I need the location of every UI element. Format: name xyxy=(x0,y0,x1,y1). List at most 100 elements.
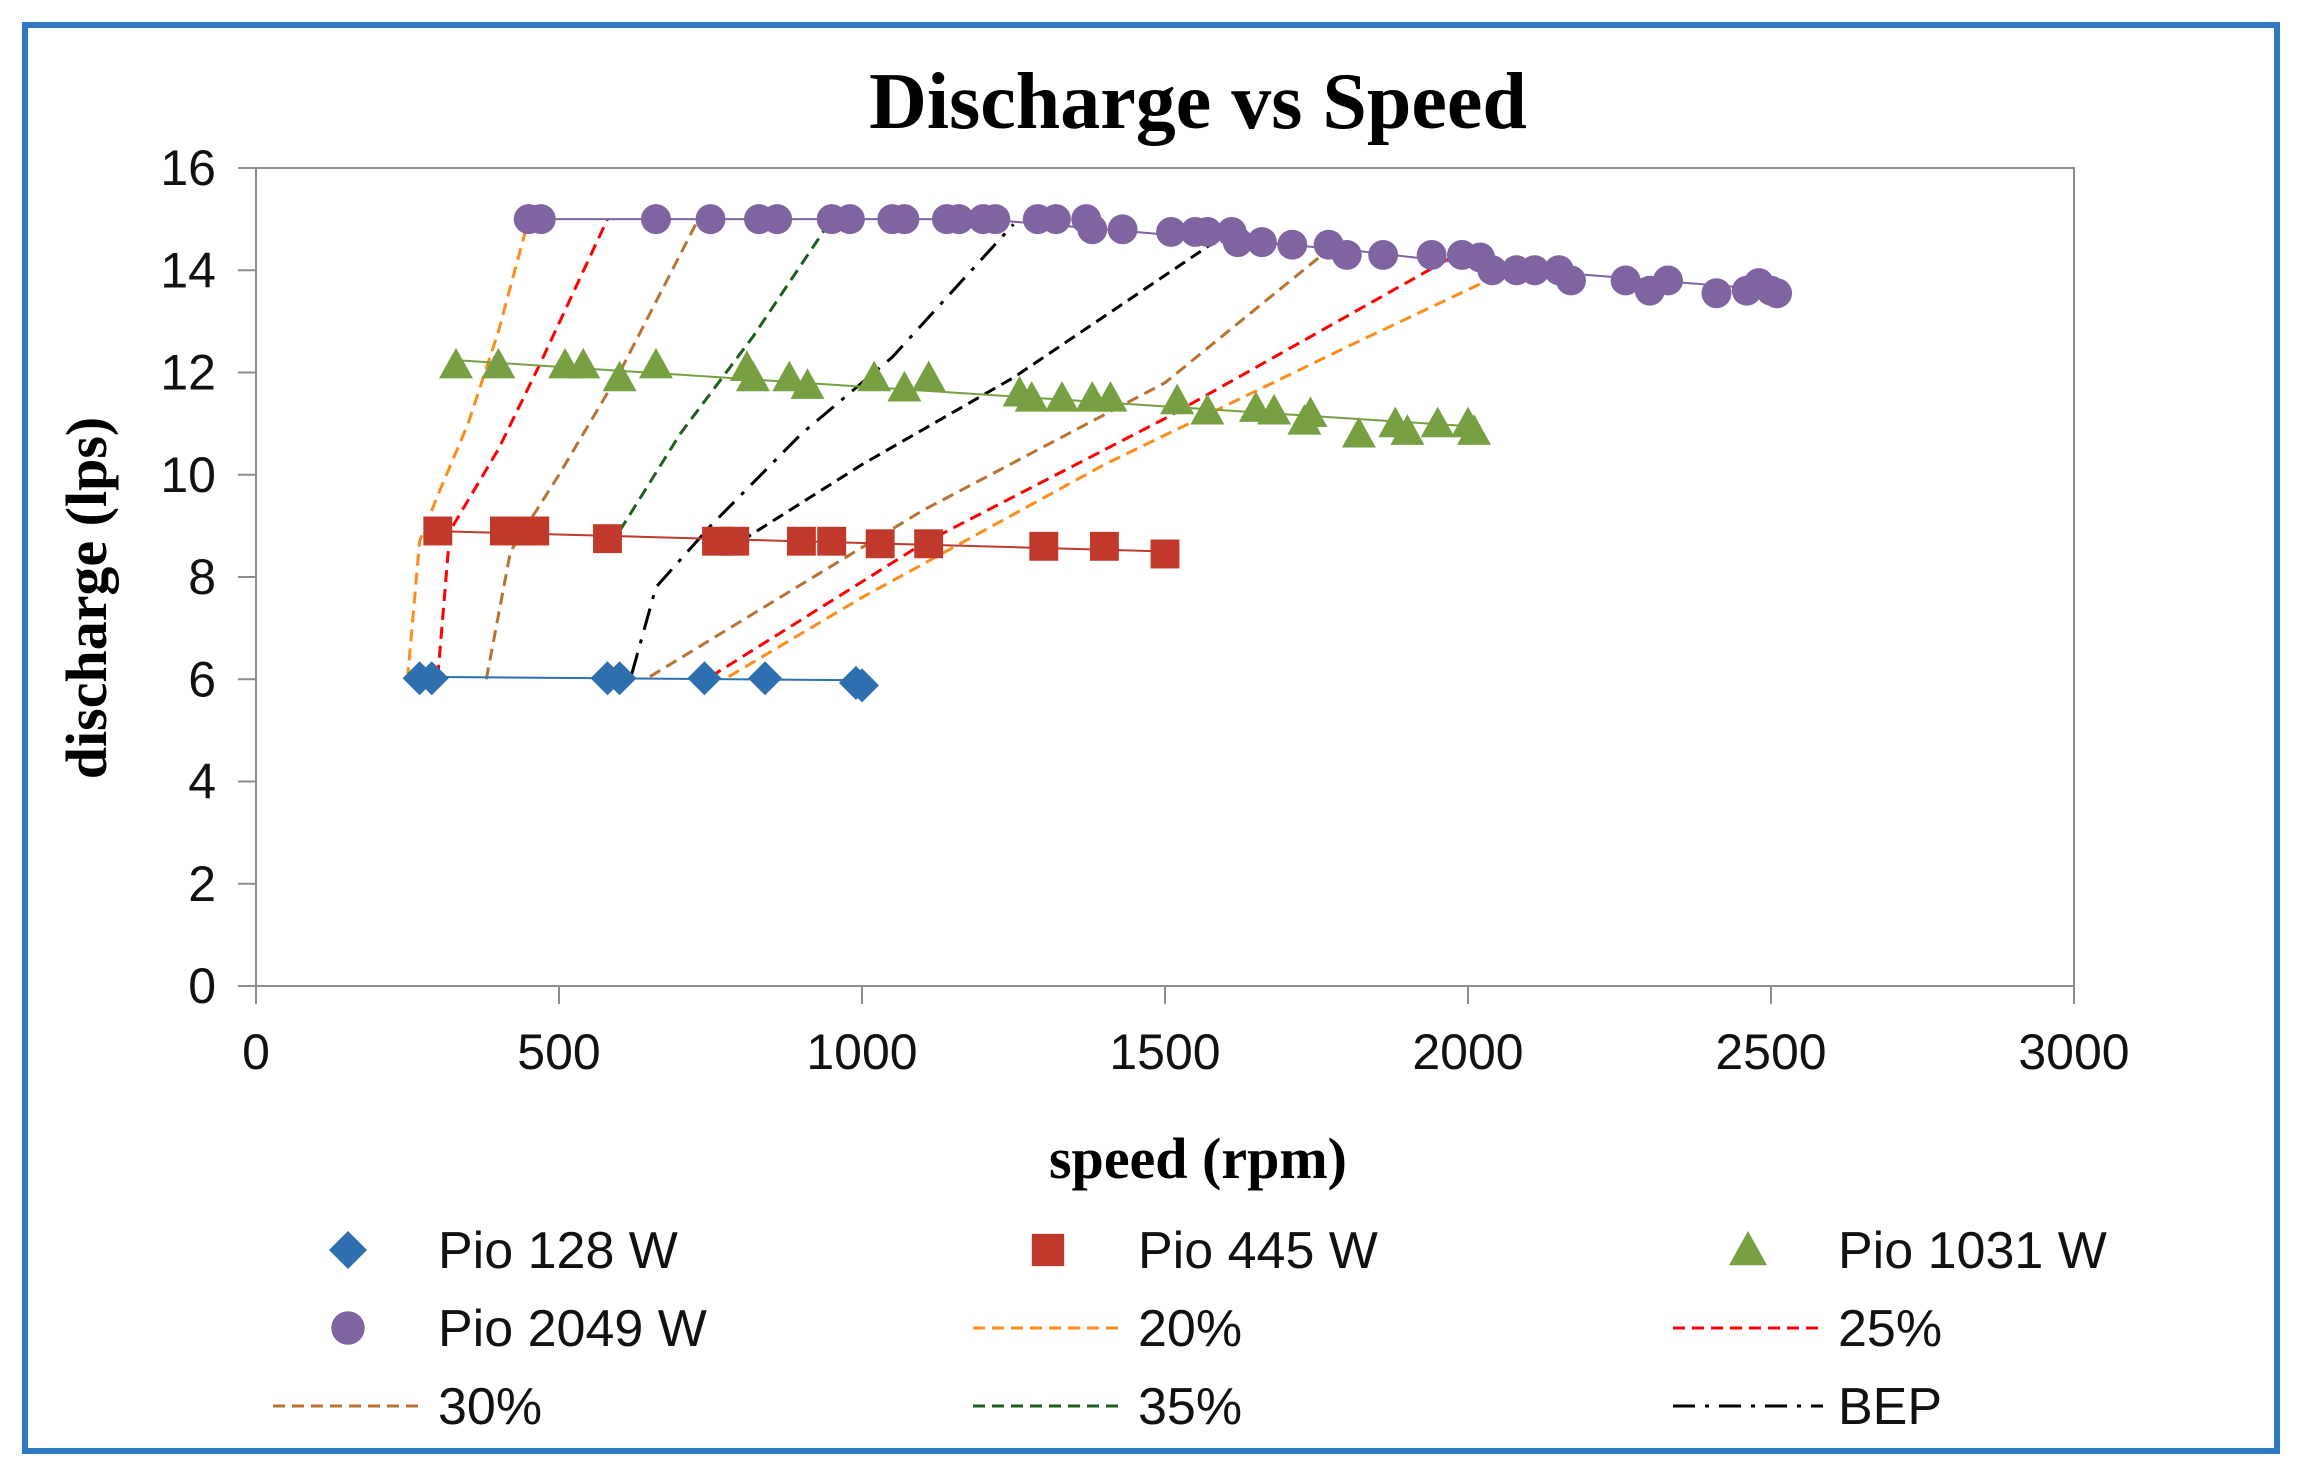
data-point-pio-1031-w xyxy=(1093,381,1128,412)
legend-label-20pct: 20% xyxy=(1138,1300,1242,1358)
legend-marker-pio-1031-w xyxy=(1729,1231,1767,1266)
data-point-pio-1031-w xyxy=(438,347,473,379)
data-point-pio-1031-w xyxy=(1014,381,1049,412)
chart-canvas: Discharge vs Speed 0 2 4 6 8 10 12 14 16 0 500 1000… xyxy=(54,58,2130,1436)
data-point-pio-1031-w xyxy=(772,360,807,392)
data-point-pio-445-w xyxy=(1029,531,1059,561)
data-point-pio-1031-w xyxy=(1420,406,1455,438)
data-point-pio-2049-w xyxy=(889,204,920,235)
data-point-pio-128-w xyxy=(602,661,637,696)
x-tick-label: 3000 xyxy=(2018,1024,2129,1080)
legend-label-30pct: 30% xyxy=(438,1378,542,1436)
series-line-25pct xyxy=(709,253,1457,678)
data-point-pio-445-w xyxy=(423,516,453,546)
data-point-pio-2049-w xyxy=(1610,265,1641,296)
legend-label-pio-2049-w: Pio 2049 W xyxy=(438,1300,707,1358)
data-point-pio-445-w xyxy=(1089,531,1119,561)
data-point-pio-2049-w xyxy=(695,204,726,235)
data-point-pio-2049-w xyxy=(1477,255,1508,286)
y-tick-label: 6 xyxy=(188,651,216,707)
data-point-pio-2049-w xyxy=(1040,204,1071,235)
x-tick-label: 500 xyxy=(517,1024,600,1080)
data-point-pio-2049-w xyxy=(1156,216,1187,247)
data-point-pio-2049-w xyxy=(1107,214,1138,245)
data-point-pio-2049-w xyxy=(762,204,793,235)
data-point-pio-128-w xyxy=(845,668,879,703)
data-point-pio-1031-w xyxy=(1044,381,1079,412)
data-point-pio-445-w xyxy=(914,529,944,559)
data-point-pio-445-w xyxy=(720,526,750,556)
x-tick-label: 1000 xyxy=(806,1024,917,1080)
x-axis-title: speed (rpm) xyxy=(1049,1126,1347,1191)
data-point-pio-445-w xyxy=(786,526,816,556)
data-point-pio-2049-w xyxy=(1247,227,1277,258)
data-point-pio-2049-w xyxy=(1077,214,1108,245)
data-point-pio-2049-w xyxy=(641,204,671,235)
data-point-pio-2049-w xyxy=(1701,278,1732,309)
series-line-bep xyxy=(739,233,1227,543)
data-point-pio-1031-w xyxy=(1257,393,1292,425)
legend-label-pio-445-w: Pio 445 W xyxy=(1138,1222,1378,1280)
data-point-pio-1031-w xyxy=(790,368,825,399)
legend: Pio 128 W Pio 445 W Pio 1031 W Pio 2049 W 20… xyxy=(273,1222,2107,1436)
y-tick-label: 4 xyxy=(188,754,216,810)
x-tick-label: 0 xyxy=(242,1024,270,1080)
data-point-pio-128-w xyxy=(414,661,449,696)
legend-label-35pct: 35% xyxy=(1138,1378,1242,1436)
y-tick-label: 2 xyxy=(188,856,216,912)
y-tick-label: 10 xyxy=(160,447,216,503)
legend-marker-pio-2049-w xyxy=(331,1311,365,1345)
y-tick-label: 16 xyxy=(160,140,216,196)
data-point-pio-2049-w xyxy=(834,204,865,235)
data-point-pio-1031-w xyxy=(1390,414,1425,445)
legend-label-pio-128-w: Pio 128 W xyxy=(438,1222,678,1280)
chart-title: Discharge vs Speed xyxy=(869,58,1527,146)
data-point-pio-2049-w xyxy=(1762,278,1793,309)
legend-marker-pio-128-w xyxy=(329,1231,367,1269)
data-point-pio-128-w xyxy=(748,661,783,696)
plot-area xyxy=(402,204,1793,703)
data-point-pio-2049-w xyxy=(1222,227,1253,258)
data-point-pio-1031-w xyxy=(1190,393,1225,425)
data-point-pio-2049-w xyxy=(525,204,556,235)
x-tick-label: 2500 xyxy=(1715,1024,1826,1080)
data-point-pio-445-w xyxy=(520,516,550,546)
data-point-pio-445-w xyxy=(865,529,895,559)
plot-border xyxy=(255,167,2075,987)
data-point-pio-2049-w xyxy=(1653,265,1683,296)
data-point-pio-2049-w xyxy=(1192,216,1223,247)
y-tick-label: 8 xyxy=(188,549,216,605)
data-point-pio-1031-w xyxy=(602,360,637,392)
data-point-pio-1031-w xyxy=(735,360,770,392)
data-point-pio-445-w xyxy=(1150,539,1180,569)
data-point-pio-2049-w xyxy=(1416,239,1447,270)
data-point-pio-2049-w xyxy=(1331,239,1362,270)
y-tick-label: 0 xyxy=(188,958,216,1014)
data-point-pio-1031-w xyxy=(1160,383,1195,415)
data-point-pio-445-w xyxy=(817,526,847,556)
legend-marker-pio-445-w xyxy=(1031,1233,1065,1267)
data-point-pio-2049-w xyxy=(1368,239,1399,270)
series-line-30pct xyxy=(484,218,700,680)
data-point-pio-1031-w xyxy=(887,370,922,402)
data-point-pio-1031-w xyxy=(566,347,601,379)
series-line-20pct xyxy=(406,218,531,680)
data-point-pio-2049-w xyxy=(980,204,1011,235)
legend-label-bep: BEP xyxy=(1838,1378,1942,1436)
series-line-25pct xyxy=(436,218,609,677)
data-point-pio-1031-w xyxy=(857,360,892,392)
legend-label-pio-1031-w: Pio 1031 W xyxy=(1838,1222,2107,1280)
data-point-pio-2049-w xyxy=(1519,255,1550,286)
data-point-pio-2049-w xyxy=(944,204,974,235)
data-point-pio-1031-w xyxy=(1341,416,1376,448)
data-point-pio-1031-w xyxy=(481,347,516,379)
data-point-pio-2049-w xyxy=(1556,265,1586,296)
series-line-35pct xyxy=(618,218,833,532)
series-line-30pct xyxy=(649,243,1336,678)
data-point-pio-1031-w xyxy=(638,347,673,379)
data-point-pio-1031-w xyxy=(1457,414,1492,445)
x-tick-label: 1500 xyxy=(1109,1024,1220,1080)
data-point-pio-445-w xyxy=(593,524,622,554)
y-axis-title: discharge (lps) xyxy=(54,417,119,780)
y-tick-label: 12 xyxy=(160,345,216,401)
